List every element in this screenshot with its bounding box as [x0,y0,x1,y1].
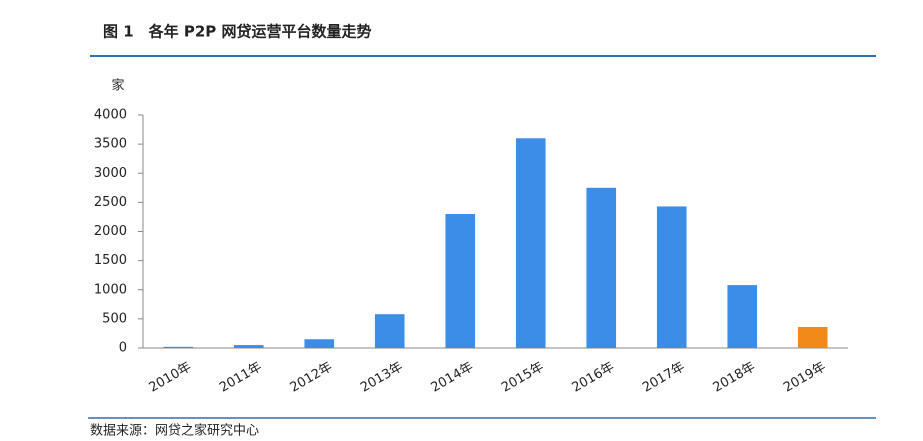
x-tick-label: 2015年 [499,360,546,396]
x-tick-label: 2010年 [147,360,194,396]
bar [797,327,828,348]
bar [727,285,758,348]
y-tick-label: 1500 [94,253,127,268]
x-tick-label: 2019年 [781,360,828,396]
bar [586,187,617,348]
y-tick-label: 0 [119,341,127,356]
source-note: 数据来源：网贷之家研究中心 [90,423,259,439]
bar [656,206,687,348]
x-tick-label: 2013年 [358,360,405,396]
bar [163,346,194,348]
bar [515,138,546,348]
bar [374,314,405,348]
y-tick-label: 3500 [94,137,127,152]
x-tick-label: 2012年 [288,360,335,396]
bar [233,345,264,348]
y-tick-label: 2500 [94,195,127,210]
bar [304,339,335,348]
y-tick-label: 3000 [94,166,127,181]
x-tick-label: 2016年 [570,360,617,396]
y-tick-label: 2000 [94,224,127,239]
x-tick-label: 2018年 [711,360,758,396]
x-tick-label: 2017年 [640,360,687,396]
y-tick-label: 4000 [94,108,127,123]
y-tick-label: 500 [102,311,127,326]
chart-title: 图 1 各年 P2P 网贷运营平台数量走势 [103,23,372,41]
bar [445,214,476,348]
x-tick-label: 2014年 [429,360,476,396]
y-axis-label: 家 [111,78,124,94]
y-tick-label: 1000 [94,282,127,297]
x-tick-label: 2011年 [217,360,264,396]
